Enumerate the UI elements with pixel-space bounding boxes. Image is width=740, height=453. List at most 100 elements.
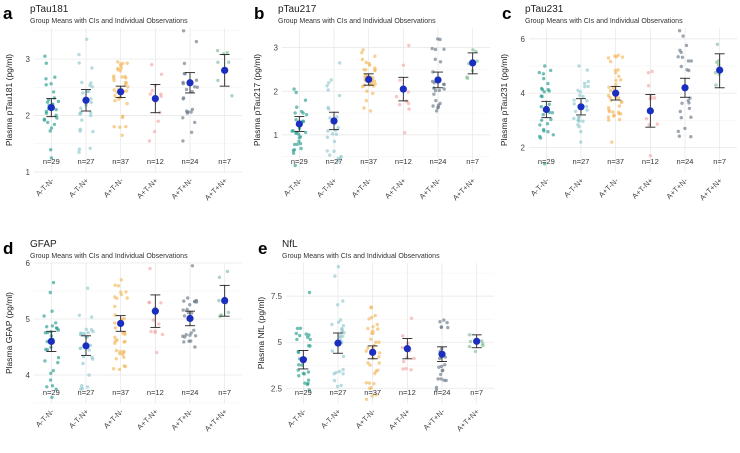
category-A+T+N-: n=24 A+T+N- [169,264,198,432]
observation-point [608,59,613,64]
observation-point [326,88,330,92]
observation-point [326,129,330,133]
observation-point [325,149,329,153]
observation-point [434,388,439,392]
observation-point [44,83,48,87]
category-A+T+N+: n=7 A+T+N+ [203,48,234,202]
group-mean-point [334,339,342,347]
observation-point [433,47,438,52]
observation-point [43,54,47,58]
observation-point [407,43,411,48]
observation-point [192,328,196,332]
category-A-T-N+: n=27 A-T-N+ [67,37,95,199]
observation-point [86,286,90,290]
y-tick-label: 2 [274,87,279,96]
observation-point [362,106,366,110]
observation-point [329,78,333,82]
observation-point [613,71,618,75]
observation-point [445,320,449,325]
observation-point [44,61,48,65]
observation-point [181,139,185,143]
observation-point [330,349,334,353]
observation-point [676,129,680,134]
group-mean-point [47,337,55,345]
observation-point [677,29,682,33]
observation-point [366,346,370,350]
group-mean-point [365,75,373,84]
observation-point [620,55,625,59]
category-A+T+N+: n=7 A+T+N+ [203,269,231,433]
observation-point [620,100,624,105]
observation-point [48,129,52,133]
observation-point [465,75,469,79]
observation-point [125,101,129,106]
observation-point [437,365,441,369]
n-label: n=27 [330,388,347,397]
y-axis-label: Plasma pTau181 (pg/ml) [4,54,14,146]
observation-point [50,395,54,400]
observation-point [292,148,297,152]
observation-point [85,37,89,41]
observation-point [433,57,437,61]
observation-point [305,382,310,387]
observation-point [538,123,542,127]
observation-point [610,140,614,144]
observation-point [115,296,119,300]
observation-point [307,388,311,392]
observation-point [377,355,381,359]
observation-point [193,334,198,338]
category-A-T-N+: n=27 A-T-N+ [319,265,346,430]
observation-point [370,394,374,398]
n-label: n=24 [434,388,451,397]
observation-point [294,118,298,122]
n-label: n=37 [364,388,381,397]
observation-point [230,94,234,98]
group-mean-point [221,296,229,305]
observation-point [441,368,445,372]
observation-point [439,364,444,369]
observation-point [297,139,301,143]
observation-point [546,81,550,86]
x-tick-label: A+T-N+ [383,176,408,201]
observation-point [298,135,303,139]
observation-point [648,154,653,158]
group-mean-point [542,105,550,114]
observation-point [431,104,435,108]
observation-point [181,308,185,312]
observation-point [150,62,154,67]
observation-point [578,93,582,98]
y-tick-label: 2 [521,144,526,153]
observation-point [87,348,91,352]
y-axis-label: Plasma pTau231 (pg/ml) [499,54,509,146]
observation-point [42,118,47,122]
observation-point [366,361,370,365]
observation-point [412,356,416,361]
observation-point [340,326,344,331]
observation-point [187,339,191,343]
observation-point [51,90,56,94]
y-axis-label: Plasma pTau217 (pg/ml) [252,54,262,146]
observation-point [307,333,311,337]
observation-point [121,331,125,335]
observation-point [338,61,342,65]
group-mean-point [438,350,446,358]
x-tick-label: A-T-N- [34,176,56,198]
observation-point [689,135,693,139]
n-label: n=12 [147,388,164,397]
category-A+T-N-: n=37 A+T-N- [354,305,382,430]
observation-point [50,309,54,313]
observation-point [301,371,305,376]
observation-point [123,74,127,79]
n-label: n=12 [147,157,164,166]
observation-point [371,325,375,329]
x-tick-label: A+T-N+ [630,176,655,201]
observation-point [330,132,335,136]
observation-point [332,139,337,144]
observation-point [119,278,124,282]
observation-point [572,116,576,121]
observation-point [364,397,369,401]
y-tick-label: 1 [274,131,279,140]
panel-subtitle: Group Means with CIs and Individual Obse… [282,253,440,260]
observation-point [184,87,189,92]
observation-point [91,129,95,134]
